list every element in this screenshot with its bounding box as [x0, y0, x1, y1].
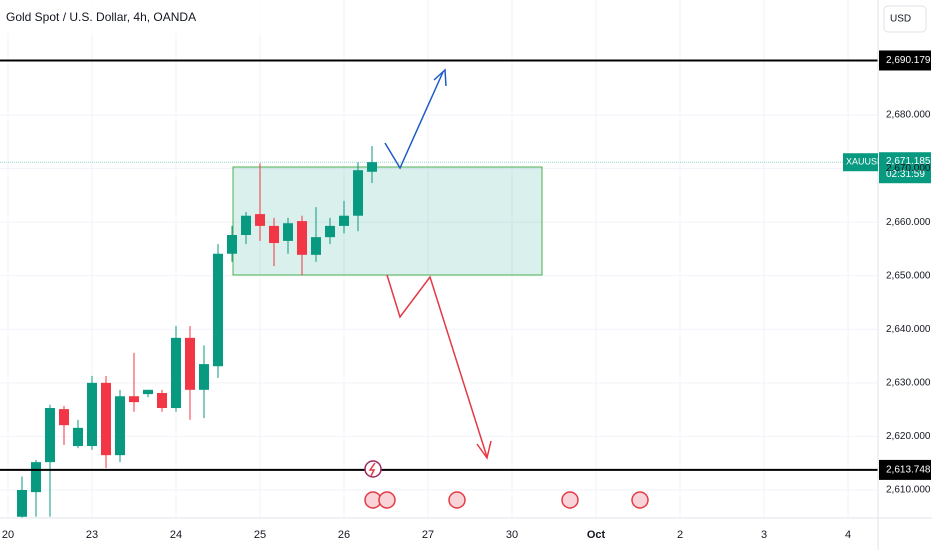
y-tick-label: 2,640.000 — [886, 324, 931, 335]
candle-body — [297, 221, 308, 255]
candle-body — [157, 393, 168, 409]
candle-body — [115, 396, 126, 456]
candle-body — [311, 237, 322, 255]
candle-body — [86, 382, 97, 447]
candle-body — [367, 162, 378, 172]
up-arrow-head — [433, 68, 447, 87]
level-label-box — [879, 50, 931, 71]
candle-body — [339, 215, 350, 226]
candle-body — [143, 389, 154, 395]
currency-button[interactable] — [883, 5, 927, 33]
y-tick-label: 2,650.000 — [886, 270, 931, 281]
candle-body — [269, 225, 280, 244]
x-tick-label: 26 — [338, 529, 350, 541]
symbol-box — [843, 153, 878, 172]
candle-body — [325, 225, 336, 238]
price-box — [879, 152, 931, 184]
x-tick-label: 4 — [845, 529, 851, 541]
x-tick-label: 20 — [2, 529, 14, 541]
y-tick-label: 2,670.000 — [886, 163, 931, 174]
candle-body — [241, 215, 252, 236]
down-arrow — [386, 274, 488, 458]
x-tick-label: 30 — [506, 529, 518, 541]
symbol-label: XAUUSD — [846, 157, 884, 167]
candle-body — [58, 409, 69, 426]
y-tick-label: 2,630.000 — [886, 377, 931, 388]
candle-body — [72, 427, 83, 447]
candle-body — [30, 462, 41, 493]
x-tick-label: 2 — [677, 529, 683, 541]
candle-body — [16, 489, 27, 517]
up-arrow — [384, 71, 444, 170]
y-tick-label: 2,660.000 — [886, 217, 931, 228]
chart-title: Gold Spot / U.S. Dollar, 4h, OANDA — [6, 10, 196, 24]
candle-body — [283, 223, 294, 241]
y-tick-label: 2,620.000 — [886, 431, 931, 442]
down-arrow-head — [476, 440, 492, 460]
countdown-label: 02:31:59 — [886, 169, 925, 180]
x-tick-label: 27 — [422, 529, 434, 541]
x-tick-label: 24 — [170, 529, 182, 541]
candle-body — [227, 235, 238, 254]
candle-body — [213, 253, 224, 367]
y-tick-label: 2,610.000 — [886, 485, 931, 496]
candle-body — [100, 382, 111, 456]
candle-body — [129, 396, 140, 403]
price-label: 2,671.185 — [886, 156, 931, 167]
level-label-box — [879, 459, 931, 480]
y-tick-label: 2,680.000 — [886, 110, 931, 121]
x-tick-label: 3 — [761, 529, 767, 541]
candle-body — [199, 364, 210, 390]
candle-body — [255, 214, 266, 226]
candle-body — [171, 337, 182, 409]
title-backdrop — [0, 0, 300, 34]
currency-label[interactable]: USD — [890, 14, 911, 25]
candle-body — [185, 337, 196, 390]
x-tick-label: Oct — [587, 529, 606, 541]
x-tick-label: 23 — [86, 529, 98, 541]
level-label: 2,690.179 — [886, 55, 931, 66]
range-box — [232, 166, 543, 276]
x-tick-label: 25 — [254, 529, 266, 541]
event-icons — [364, 460, 649, 509]
level-label: 2,613.748 — [886, 465, 931, 476]
candle-body — [353, 170, 364, 216]
candle-body — [44, 408, 55, 463]
